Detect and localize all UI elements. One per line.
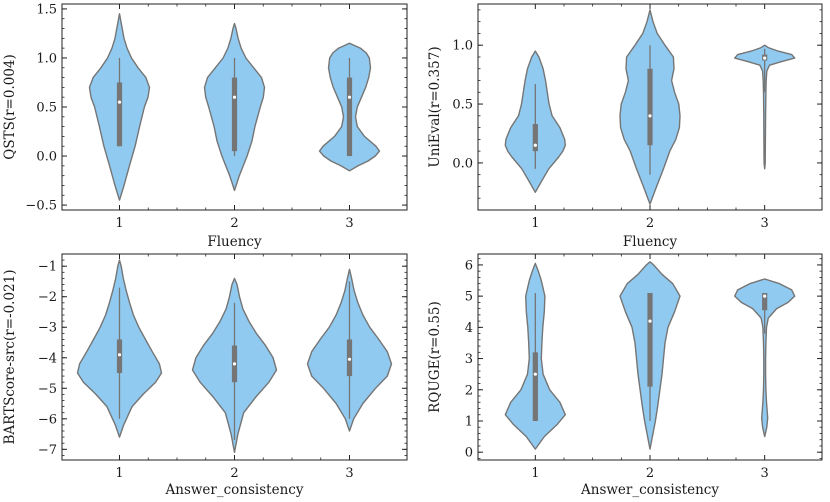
y-tick-label: 1.0 bbox=[36, 51, 57, 66]
violin-body bbox=[734, 44, 796, 170]
violin-panel-4: 1 2 3 0 1 2 3 4 5 6 Answer_consistency RQUGE(r=0.55… bbox=[427, 253, 823, 498]
y-tick-label: −3 bbox=[38, 321, 57, 336]
violin-iqr-box bbox=[116, 82, 123, 147]
y-tick-label: −2 bbox=[38, 290, 57, 305]
violin-iqr-box bbox=[532, 352, 538, 421]
x-axis-label: Answer_consistency bbox=[165, 482, 304, 498]
violin-median bbox=[347, 357, 352, 361]
x-tick-label: 2 bbox=[646, 466, 654, 481]
x-tick-label: 2 bbox=[646, 216, 654, 231]
x-tick-label: 3 bbox=[345, 466, 353, 481]
violin-iqr-box bbox=[231, 77, 238, 152]
violin-panel-2: 1 2 3 0.0 0.5 1.0 Fluency UniEval(r=0.357) bbox=[427, 3, 823, 250]
violin-median bbox=[763, 56, 767, 60]
violin-iqr-box bbox=[647, 293, 653, 387]
y-axis-label: QSTS(r=0.004) bbox=[2, 54, 18, 160]
x-tick-label: 1 bbox=[115, 466, 123, 481]
y-tick-label: 4 bbox=[465, 321, 473, 336]
violin-median bbox=[533, 372, 537, 376]
violin-body bbox=[734, 278, 796, 438]
y-tick-label: 1.5 bbox=[36, 2, 57, 17]
violin-median bbox=[648, 319, 652, 323]
x-axis-label: Fluency bbox=[623, 234, 678, 250]
violin-panel-1: 1 2 3 −0.5 0.0 0.5 1.0 1.5 Fluency QSTS(r=0.004) bbox=[2, 2, 408, 250]
y-tick-label: −5 bbox=[38, 382, 57, 397]
y-tick-label: 5 bbox=[465, 290, 473, 305]
y-tick-label: 0.0 bbox=[452, 156, 473, 171]
violin-panel-3: 1 2 3 −7 −6 −5 −4 −3 −2 −1 Answer_consistency BARTS… bbox=[2, 253, 408, 498]
x-tick-label: 2 bbox=[230, 466, 238, 481]
y-axis-label: UniEval(r=0.357) bbox=[427, 46, 443, 167]
violin-median bbox=[533, 143, 537, 147]
violin-median bbox=[763, 294, 767, 298]
y-tick-label: 3 bbox=[465, 352, 473, 367]
x-tick-label: 2 bbox=[230, 216, 238, 231]
y-tick-label: 6 bbox=[465, 258, 473, 273]
violin-median bbox=[347, 95, 352, 99]
y-tick-label: −1 bbox=[38, 260, 57, 275]
y-axis-label: RQUGE(r=0.55) bbox=[427, 301, 443, 413]
violin-iqr-box bbox=[532, 124, 538, 152]
y-tick-label: 1.0 bbox=[452, 39, 473, 54]
x-tick-label: 3 bbox=[761, 216, 769, 231]
y-tick-label: −4 bbox=[38, 351, 57, 366]
y-tick-label: 0.5 bbox=[452, 98, 473, 113]
y-axis-label: BARTScore-src(r=-0.021) bbox=[2, 270, 18, 445]
y-tick-label: 2 bbox=[465, 383, 473, 398]
x-axis-label: Answer_consistency bbox=[580, 482, 719, 498]
x-tick-label: 3 bbox=[345, 216, 353, 231]
violin-iqr-box bbox=[647, 68, 653, 146]
x-tick-label: 1 bbox=[531, 216, 539, 231]
x-tick-label: 1 bbox=[115, 216, 123, 231]
x-tick-label: 3 bbox=[761, 466, 769, 481]
violin-median bbox=[232, 362, 237, 366]
violin-median bbox=[117, 100, 122, 104]
violin-iqr-box bbox=[762, 293, 768, 311]
violin-iqr-box bbox=[346, 77, 353, 157]
y-tick-label: 0.5 bbox=[36, 101, 57, 116]
x-axis-label: Fluency bbox=[207, 234, 262, 250]
y-tick-label: 1 bbox=[465, 414, 473, 429]
y-tick-label: −0.5 bbox=[25, 199, 57, 214]
violin-median bbox=[648, 114, 652, 118]
y-tick-label: −7 bbox=[38, 443, 57, 458]
x-tick-label: 1 bbox=[531, 466, 539, 481]
y-tick-label: −6 bbox=[38, 412, 57, 427]
y-tick-label: 0 bbox=[465, 446, 473, 461]
violin-median bbox=[117, 353, 122, 357]
y-tick-label: 0.0 bbox=[36, 150, 57, 165]
violin-median bbox=[232, 95, 237, 99]
